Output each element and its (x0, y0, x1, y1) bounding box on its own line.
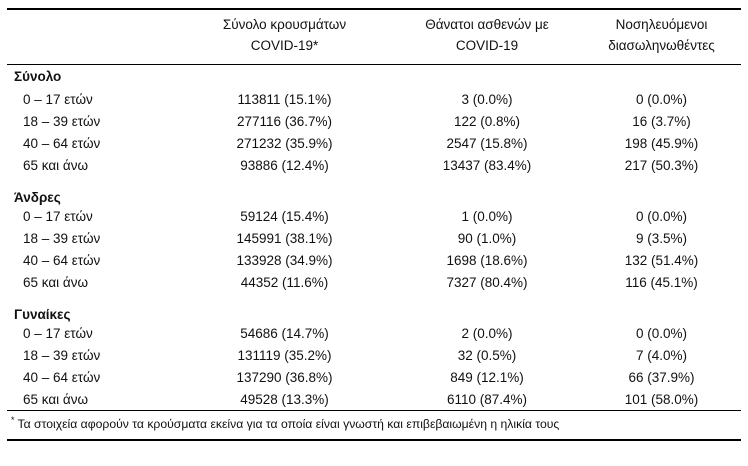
cases-value: 59124 (15.4%) (240, 208, 329, 224)
age-group-label: 40 – 64 ετών (23, 252, 101, 268)
header-line: διασωληνωθέντες (608, 37, 715, 53)
cases-value: 93886 (12.4%) (240, 157, 329, 173)
intubated-value: 9 (3.5%) (635, 230, 688, 246)
intubated-value: 132 (51.4%) (624, 252, 699, 268)
table-row: 18 – 39 ετών 131119 (35.2%) 32 (0.5%) 7 … (7, 344, 741, 366)
age-group-label: 65 και άνω (23, 274, 89, 290)
empty-cell (392, 293, 582, 322)
table-row: 40 – 64 ετών 137290 (36.8%) 849 (12.1%) … (7, 366, 741, 388)
age-group-label: 65 και άνω (23, 157, 89, 173)
cases-value: 49528 (13.3%) (240, 391, 329, 407)
age-group-label: 0 – 17 ετών (23, 325, 93, 341)
empty-cell (582, 293, 741, 322)
footnote-row: * Τα στοιχεία αφορούν τα κρούσματα εκείνα… (7, 409, 741, 440)
deaths-value: 90 (1.0%) (457, 230, 517, 246)
section-header-row: Άνδρες (7, 176, 741, 205)
cases-value: 277116 (36.7%) (236, 113, 333, 129)
intubated-value: 7 (4.0%) (635, 347, 688, 363)
section-label: Σύνολο (14, 69, 62, 85)
covid-stats-table: Σύνολο κρουσμάτων COVID-19* Θάνατοι ασθε… (7, 8, 741, 441)
deaths-value: 6110 (87.4%) (446, 391, 528, 407)
empty-cell (582, 64, 741, 88)
age-group-label: 18 – 39 ετών (23, 347, 101, 363)
section-header-row: Γυναίκες (7, 293, 741, 322)
cases-value: 145991 (38.1%) (236, 230, 333, 246)
intubated-value: 66 (37.9%) (628, 369, 695, 385)
deaths-value: 2 (0.0%) (461, 325, 513, 341)
deaths-value: 13437 (83.4%) (442, 157, 532, 173)
deaths-value: 122 (0.8%) (453, 113, 521, 129)
header-line: Θάνατοι ασθενών με (425, 17, 549, 32)
empty-cell (392, 64, 582, 88)
intubated-value: 0 (0.0%) (635, 325, 688, 341)
age-group-label: 40 – 64 ετών (23, 135, 101, 151)
age-group-label: 0 – 17 ετών (23, 91, 93, 107)
cases-value: 137290 (36.8%) (236, 369, 333, 385)
cases-value: 54686 (14.7%) (240, 325, 329, 341)
age-group-label: 18 – 39 ετών (23, 113, 101, 129)
table-footnote: * Τα στοιχεία αφορούν τα κρούσματα εκείνα… (7, 409, 741, 440)
intubated-value: 217 (50.3%) (624, 157, 699, 173)
deaths-value: 2547 (15.8%) (446, 135, 528, 151)
intubated-value: 116 (45.1%) (625, 274, 698, 290)
footnote-text: Τα στοιχεία αφορούν τα κρούσματα εκείνα … (17, 416, 560, 431)
cases-value: 113811 (15.1%) (237, 91, 332, 107)
deaths-value: 7327 (80.4%) (446, 274, 528, 290)
col-header-total-cases: Σύνολο κρουσμάτων COVID-19* (177, 9, 392, 65)
deaths-value: 1698 (18.6%) (446, 252, 528, 268)
section-header-row: Σύνολο (7, 64, 741, 88)
age-group-label: 65 και άνω (23, 391, 89, 407)
empty-cell (177, 176, 392, 205)
empty-cell (392, 176, 582, 205)
cases-value: 271232 (35.9%) (236, 135, 333, 151)
table-row: 40 – 64 ετών 271232 (35.9%) 2547 (15.8%)… (7, 132, 741, 154)
col-header-deaths: Θάνατοι ασθενών με COVID-19 (392, 9, 582, 65)
table-row: 0 – 17 ετών 113811 (15.1%) 3 (0.0%) 0 (0… (7, 88, 741, 110)
empty-header-cell (7, 9, 177, 65)
header-line: Νοσηλευόμενοι (615, 17, 708, 32)
intubated-value: 101 (58.0%) (624, 391, 699, 407)
intubated-value: 0 (0.0%) (635, 208, 688, 224)
table-row: 0 – 17 ετών 59124 (15.4%) 1 (0.0%) 0 (0.… (7, 205, 741, 227)
deaths-value: 3 (0.0%) (461, 91, 513, 107)
header-line: COVID-19 (455, 37, 519, 53)
intubated-value: 16 (3.7%) (632, 113, 691, 129)
age-group-label: 0 – 17 ετών (23, 208, 93, 224)
table-row: 65 και άνω 93886 (12.4%) 13437 (83.4%) 2… (7, 154, 741, 176)
empty-cell (582, 176, 741, 205)
table-row: 65 και άνω 49528 (13.3%) 6110 (87.4%) 10… (7, 388, 741, 410)
table-row: 18 – 39 ετών 145991 (38.1%) 90 (1.0%) 9 … (7, 227, 741, 249)
col-header-intubated: Νοσηλευόμενοι διασωληνωθέντες (582, 9, 741, 65)
section-label: Άνδρες (14, 190, 61, 206)
age-group-label: 40 – 64 ετών (23, 369, 101, 385)
table-row: 40 – 64 ετών 133928 (34.9%) 1698 (18.6%)… (7, 249, 741, 271)
table-row: 18 – 39 ετών 277116 (36.7%) 122 (0.8%) 1… (7, 110, 741, 132)
empty-cell (177, 64, 392, 88)
age-group-label: 18 – 39 ετών (23, 230, 101, 246)
table-row: 0 – 17 ετών 54686 (14.7%) 2 (0.0%) 0 (0.… (7, 322, 741, 344)
intubated-value: 0 (0.0%) (635, 91, 688, 107)
deaths-value: 1 (0.0%) (461, 208, 513, 224)
deaths-value: 849 (12.1%) (450, 369, 524, 385)
empty-cell (177, 293, 392, 322)
section-label: Γυναίκες (14, 307, 71, 323)
header-line: Σύνολο κρουσμάτων (222, 17, 347, 32)
header-row: Σύνολο κρουσμάτων COVID-19* Θάνατοι ασθε… (7, 9, 741, 65)
deaths-value: 32 (0.5%) (457, 347, 517, 363)
table-row: 65 και άνω 44352 (11.6%) 7327 (80.4%) 11… (7, 271, 741, 293)
cases-value: 131119 (35.2%) (237, 347, 332, 363)
cases-value: 44352 (11.6%) (240, 274, 329, 290)
intubated-value: 198 (45.9%) (624, 135, 699, 151)
cases-value: 133928 (34.9%) (236, 252, 333, 268)
header-line: COVID-19* (250, 37, 319, 53)
footnote-marker: * (11, 414, 15, 425)
